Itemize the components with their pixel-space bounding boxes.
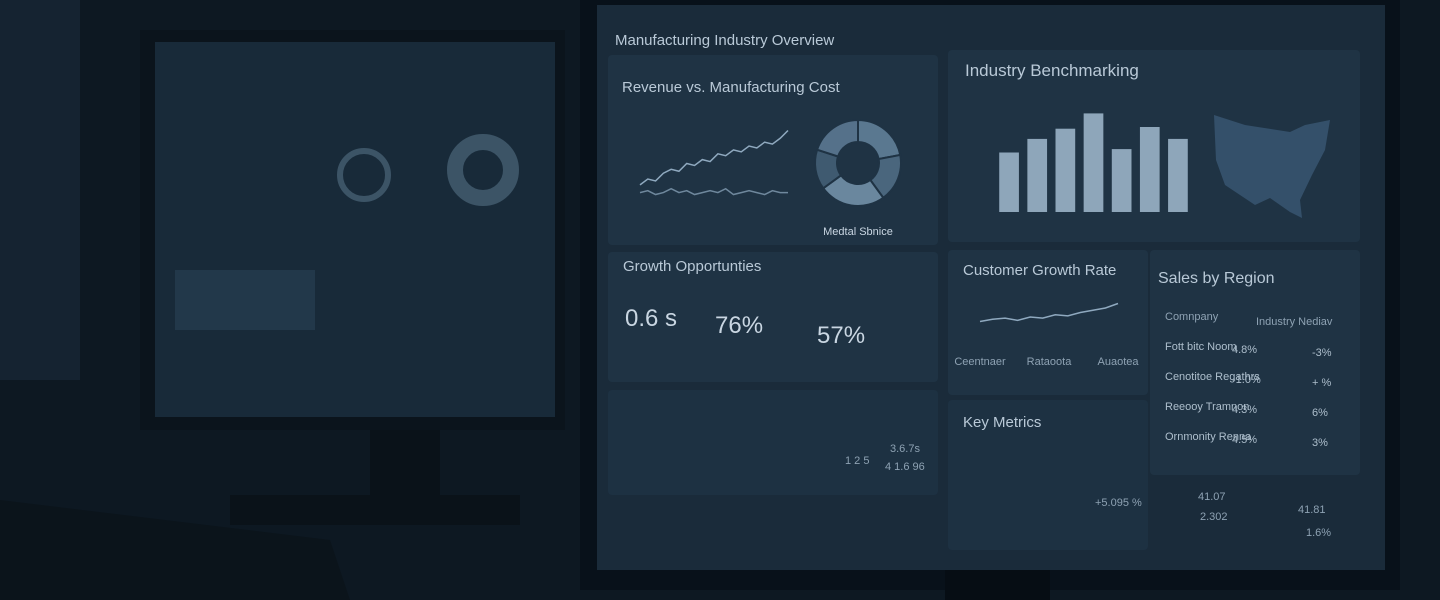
line-series — [979, 302, 1119, 323]
metric-value: 2.302 — [1200, 511, 1228, 523]
line-series — [639, 187, 788, 196]
bar — [1111, 149, 1132, 212]
metric-value: 0.6 s — [625, 305, 677, 332]
bar — [1168, 138, 1188, 212]
bar — [999, 152, 1019, 212]
table-cell: Reeooy Tramnon — [1165, 401, 1249, 413]
left-monitor-screen — [155, 42, 555, 417]
column-header: Comnpany — [1165, 311, 1219, 323]
panel-title: Revenue vs. Manufacturing Cost — [622, 79, 840, 96]
donut-segment — [815, 118, 859, 158]
panel — [1150, 250, 1360, 475]
table-cell: Cenotitoe Regathrs — [1165, 371, 1260, 383]
back-monitor — [0, 0, 80, 380]
line-series — [639, 129, 789, 186]
panel-title: Customer Growth Rate — [963, 262, 1116, 279]
metric-value: 41.81 — [1298, 504, 1326, 516]
column-header: Industry Nediav — [1256, 316, 1333, 328]
left-donut — [447, 134, 519, 206]
metric-value: 76% — [715, 312, 763, 339]
left-stand — [370, 430, 440, 500]
main-stand — [945, 570, 1050, 600]
table-cell: Fott bitc Noom — [1165, 341, 1237, 353]
panel — [948, 400, 1148, 550]
table-cell: 4.8% — [1232, 344, 1257, 356]
panel-title: Key Metrics — [963, 414, 1041, 431]
metric-value: +5.095 % — [1095, 497, 1142, 509]
left-chart — [175, 270, 315, 330]
dashboard-title: Manufacturing Industry Overview — [615, 32, 834, 49]
x-tick-label: Ceentnaer — [954, 356, 1006, 368]
panel — [608, 252, 938, 382]
keyboard — [0, 500, 350, 600]
x-tick-label: Rataoota — [1027, 356, 1073, 368]
table-cell: -3% — [1312, 347, 1332, 359]
table-value: 4 1.6 96 — [885, 461, 925, 473]
bar — [1055, 128, 1076, 212]
table-cell: Ornmonity Renna — [1165, 431, 1252, 443]
table-cell: 4.5% — [1232, 434, 1257, 446]
panel-title: Industry Benchmarking — [965, 61, 1139, 80]
donut-label: Medtal Sbnice — [823, 226, 893, 238]
metric-value: 1.6% — [1306, 527, 1331, 539]
panel — [608, 390, 938, 495]
bar — [1027, 138, 1048, 212]
metric-value: 41.07 — [1198, 491, 1226, 503]
table-cell: + % — [1312, 377, 1331, 389]
bar — [1083, 113, 1104, 212]
panel-title: Sales by Region — [1158, 270, 1275, 287]
table-cell: -1.0% — [1232, 374, 1261, 386]
left-donut — [337, 148, 391, 202]
panel — [948, 250, 1148, 395]
bar — [1139, 127, 1160, 212]
table-cell: 6% — [1312, 407, 1328, 419]
table-cell: 4.3% — [1232, 404, 1257, 416]
table-cell: 3% — [1312, 437, 1328, 449]
table-value: 1 2 5 — [845, 455, 869, 467]
metric-value: 57% — [817, 322, 865, 349]
left-base — [230, 495, 520, 525]
table-value: 3.6.7s — [890, 443, 920, 455]
panel-title: Growth Opportunties — [623, 258, 761, 275]
x-tick-label: Auaotea — [1098, 356, 1140, 368]
region-map — [1214, 115, 1330, 218]
